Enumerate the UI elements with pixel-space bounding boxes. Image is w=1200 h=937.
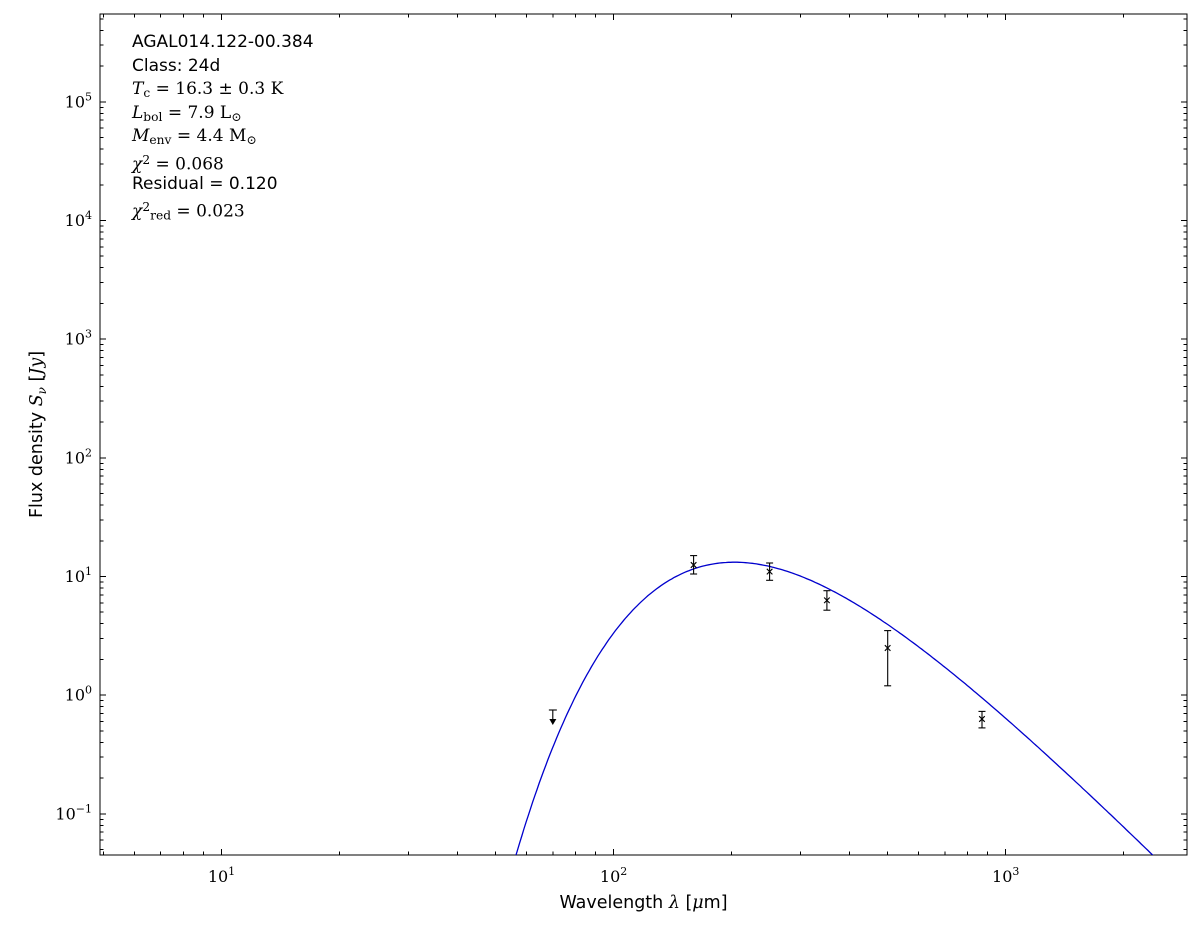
y-tick-label: 105: [65, 90, 92, 111]
x-axis-label: Wavelength λ [μm]: [559, 893, 727, 913]
annotation-line: AGAL014.122-00.384: [132, 32, 314, 52]
y-tick-label: 101: [65, 565, 92, 586]
x-tick-label: 102: [600, 865, 627, 886]
annotation-line: χ2red = 0.023: [132, 200, 245, 223]
annotation-box: AGAL014.122-00.384 Class: 24d Tc = 16.3 ± …: [132, 31, 314, 223]
data-points: [548, 555, 986, 729]
x-tick-label: 101: [208, 865, 235, 886]
annotation-line: Lbol = 7.9 L⊙: [132, 102, 242, 124]
annotation-line: Class: 24d: [132, 55, 221, 76]
annotation-line: Menv = 4.4 M⊙: [132, 126, 257, 148]
y-tick-label: 103: [65, 328, 92, 349]
annotation-line: Residual = 0.120: [132, 173, 278, 194]
annotation-line: Tc = 16.3 ± 0.3 K: [132, 79, 284, 101]
tick-labels: 101 102 103 10−1 100 101 102 103 104 105: [55, 90, 1019, 886]
annotation-line: χ2 = 0.068: [132, 152, 224, 175]
axes-frame: [99, 13, 1188, 856]
axis-ticks: [100, 14, 1187, 855]
y-axis-label: Flux density Sν [Jy]: [27, 351, 49, 518]
greybody-fit-curve: [515, 561, 1154, 855]
y-tick-label: 100: [65, 684, 92, 705]
y-tick-label: 10−1: [55, 802, 92, 823]
y-tick-label: 104: [65, 209, 92, 230]
y-tick-label: 102: [65, 446, 92, 467]
x-tick-label: 103: [992, 865, 1019, 886]
